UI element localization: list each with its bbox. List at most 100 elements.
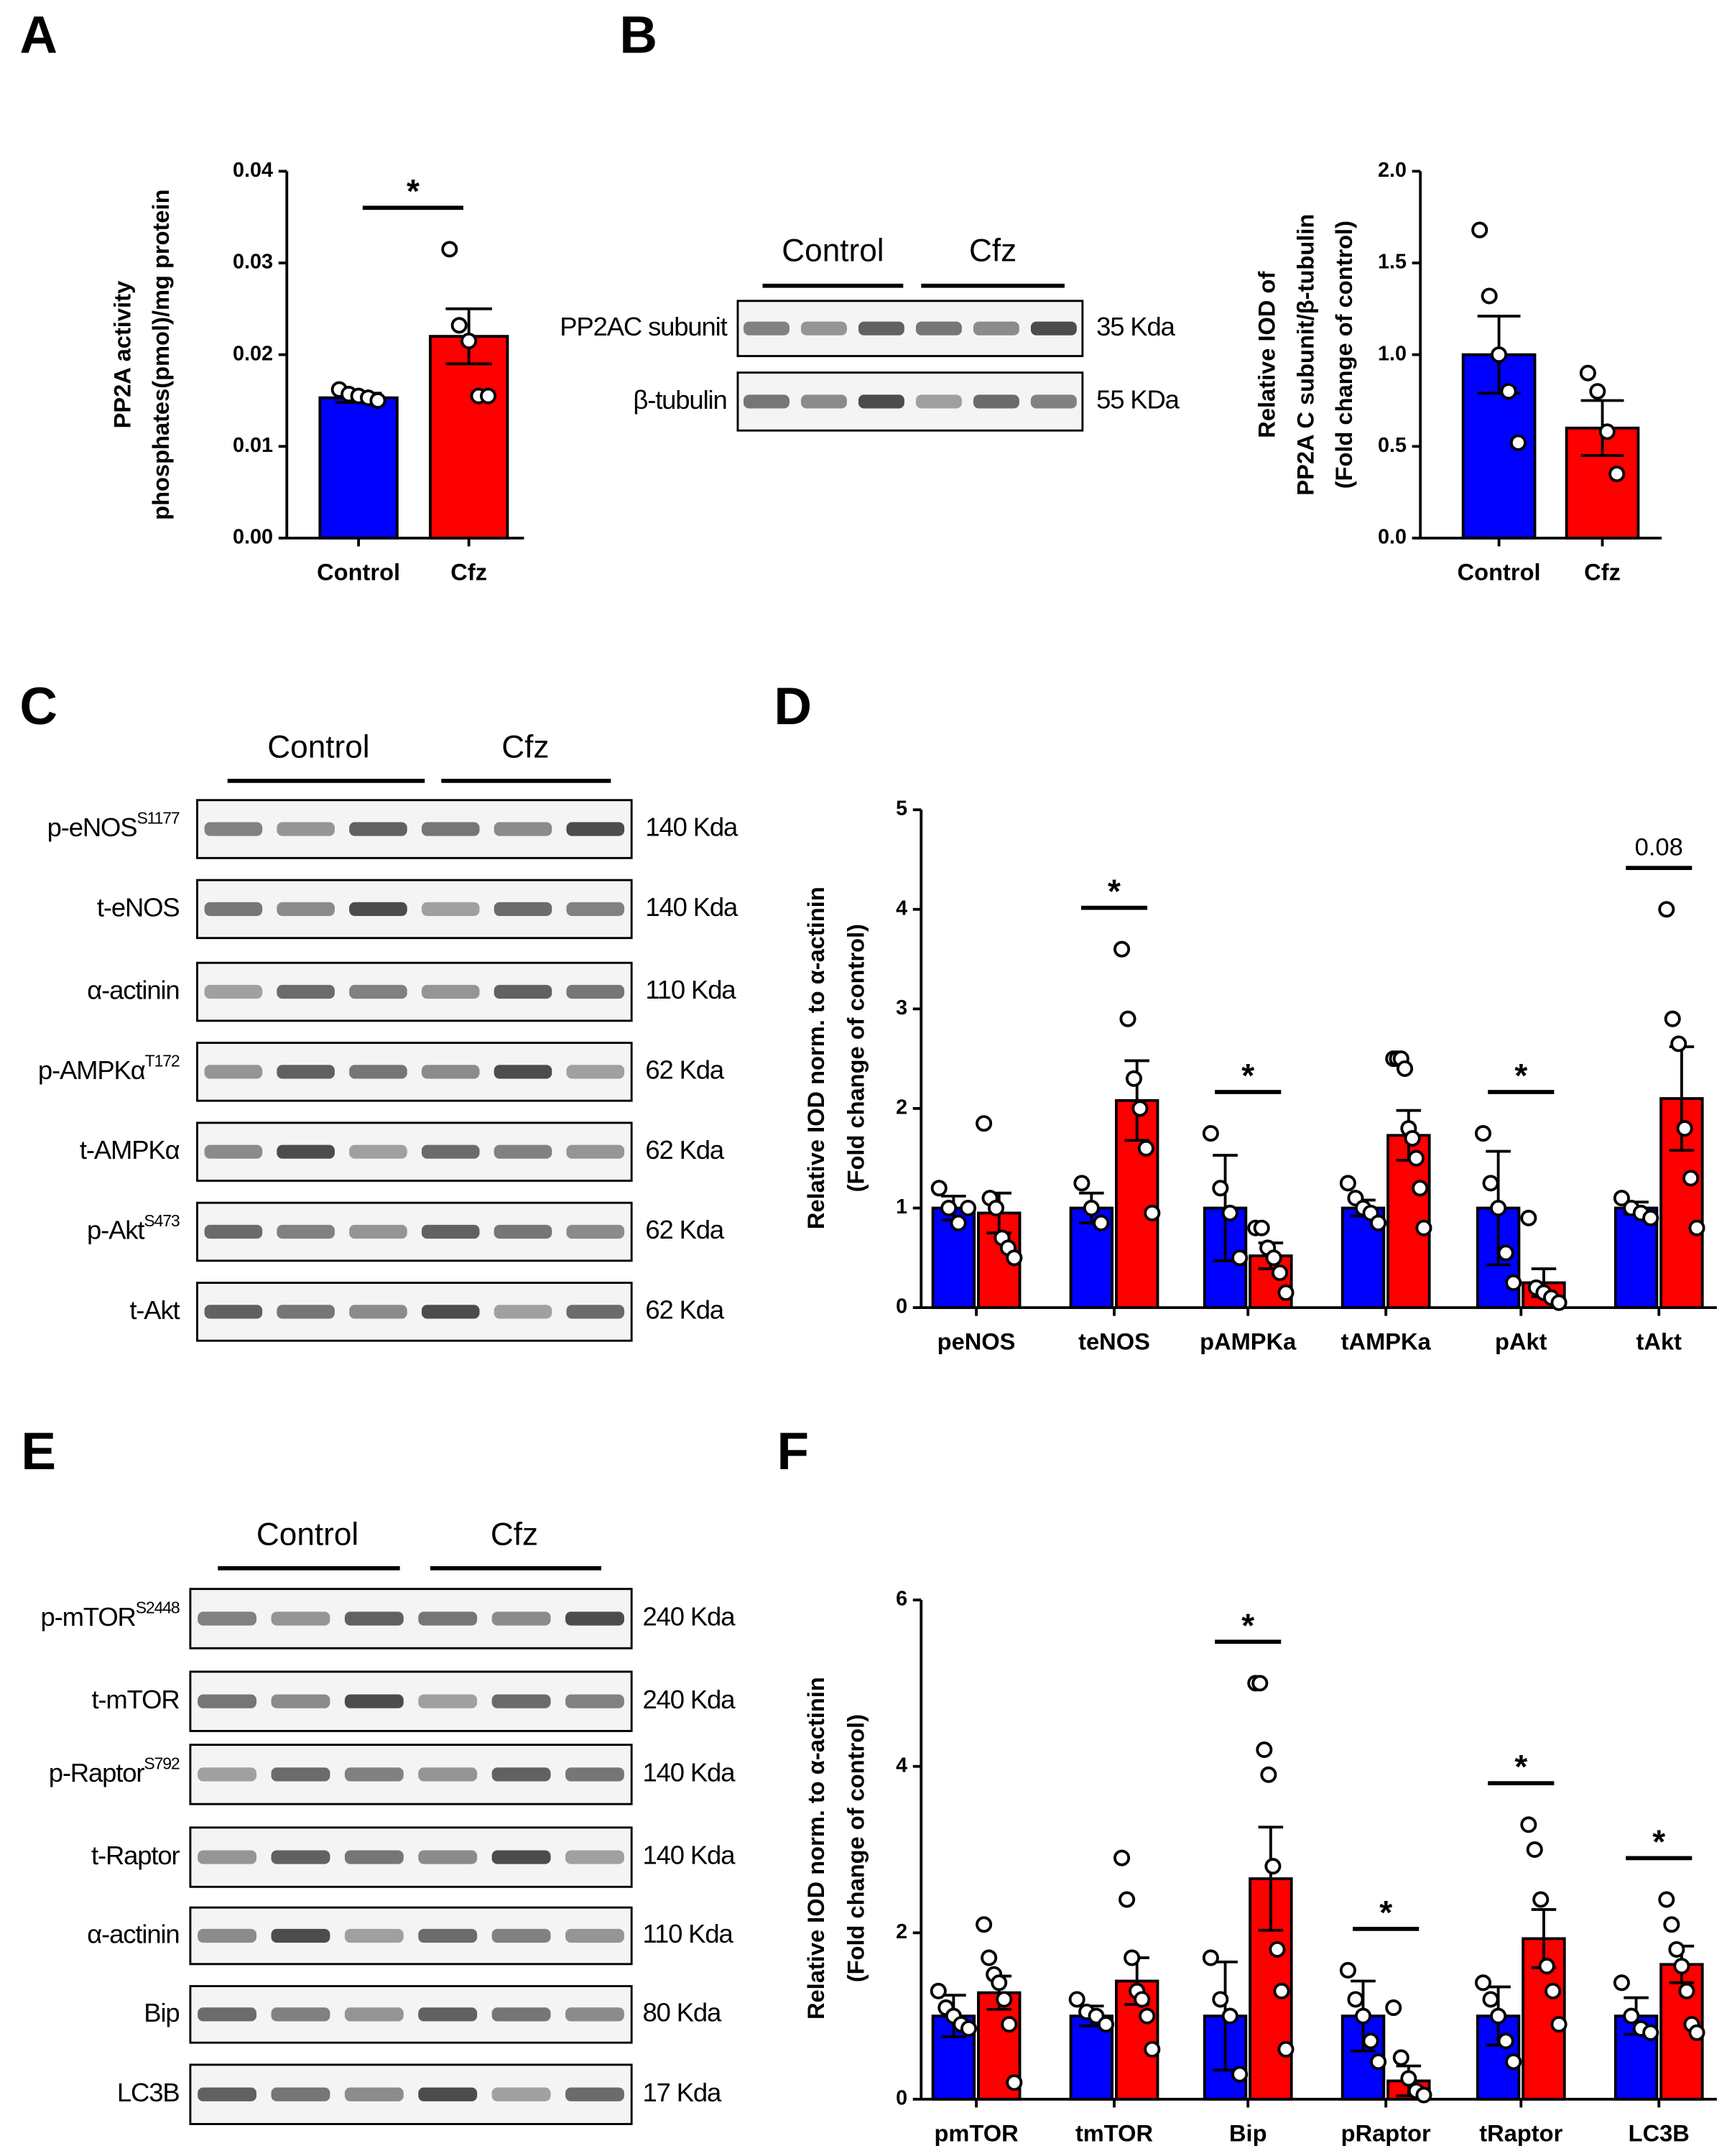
band — [858, 394, 904, 409]
group-label: Cfz — [491, 1517, 538, 1552]
x-tick-label: tAMPKa — [1341, 1328, 1432, 1355]
band — [418, 2087, 478, 2101]
y-tick-label: 0.00 — [233, 526, 273, 549]
y-tick-label: 0.01 — [233, 434, 273, 457]
row-label-main: α-actinin — [87, 975, 179, 1004]
data-point — [1589, 383, 1606, 400]
band — [204, 1144, 263, 1159]
data-point — [1144, 2040, 1161, 2058]
data-point — [940, 1199, 958, 1217]
data-point — [1253, 1219, 1270, 1236]
y-tick-label: 2 — [896, 1920, 907, 1943]
row-label: t-AMPKα — [80, 1135, 180, 1165]
data-point — [1385, 1999, 1402, 2017]
x-tick-label: tAkt — [1636, 1328, 1682, 1355]
row-label-main: p-mTOR — [41, 1602, 136, 1632]
band — [277, 1305, 335, 1319]
data-point — [950, 1214, 967, 1231]
band — [421, 1305, 480, 1319]
data-point — [441, 241, 458, 258]
data-point — [1260, 1766, 1277, 1783]
y-axis-label: (Fold change of control) — [843, 924, 869, 1192]
group-label: Cfz — [969, 233, 1016, 268]
data-point — [1221, 2007, 1238, 2025]
band — [565, 2007, 624, 2022]
x-tick-label: pAMPKa — [1200, 1328, 1297, 1355]
group-label: Cfz — [501, 729, 549, 764]
band — [494, 1305, 552, 1319]
data-point — [1006, 1249, 1023, 1267]
band — [743, 394, 789, 409]
data-point — [1272, 1264, 1289, 1282]
blot-frame — [196, 799, 633, 859]
group-label: Control — [267, 729, 369, 764]
row-label-main: t-AMPKα — [80, 1135, 180, 1165]
data-point — [996, 1991, 1013, 2008]
data-point — [1277, 2040, 1295, 2058]
panel-letter: A — [19, 6, 57, 64]
blot-frame — [189, 1588, 633, 1650]
data-point — [1137, 1139, 1154, 1157]
data-point — [1397, 1060, 1414, 1078]
size-label: 110 Kda — [645, 975, 736, 1004]
band — [491, 2087, 551, 2101]
band — [204, 1305, 263, 1319]
band — [344, 1767, 404, 1782]
size-label: 240 Kda — [643, 1685, 736, 1714]
data-point — [1006, 2074, 1023, 2091]
panel-letter: F — [777, 1422, 809, 1481]
band — [198, 1850, 257, 1864]
significance-label: * — [1241, 1606, 1254, 1644]
band — [204, 1065, 263, 1079]
data-point — [960, 2019, 978, 2037]
data-point — [1482, 1991, 1499, 2008]
band — [349, 984, 407, 999]
significance-label: * — [1514, 1057, 1527, 1094]
data-point — [1658, 901, 1675, 918]
data-point — [991, 1974, 1008, 1991]
row-label-main: PP2AC subunit — [560, 312, 727, 341]
size-label: 140 Kda — [645, 813, 738, 842]
band — [565, 1928, 624, 1943]
data-point — [1505, 2053, 1522, 2071]
y-axis-label: (Fold change of control) — [843, 1714, 869, 1982]
size-label: 17 Kda — [643, 2078, 723, 2107]
x-tick-label: Control — [1458, 559, 1541, 586]
y-tick-label: 6 — [896, 1588, 907, 1611]
y-tick-label: 1.0 — [1378, 342, 1407, 365]
data-point — [1339, 1175, 1356, 1192]
y-axis-label: Relative IOD norm. to α-actinin — [802, 1677, 829, 2019]
band — [491, 1694, 551, 1708]
data-point — [1474, 1125, 1492, 1142]
data-point — [1613, 1974, 1630, 1991]
row-label: t-Raptor — [91, 1841, 180, 1870]
data-point — [1664, 1010, 1681, 1027]
data-point — [1500, 383, 1517, 400]
band — [418, 1694, 478, 1708]
y-axis-label: PP2A activity — [108, 281, 135, 429]
row-label-sup: T172 — [145, 1052, 180, 1070]
band — [494, 1144, 552, 1159]
data-point — [1134, 1991, 1151, 2008]
significance-label: * — [1652, 1823, 1665, 1860]
data-point — [1415, 2086, 1432, 2104]
data-point — [1491, 346, 1508, 364]
x-tick-label: Bip — [1229, 2119, 1267, 2146]
band — [491, 1611, 551, 1626]
data-point — [1608, 466, 1626, 483]
data-point — [1415, 1219, 1432, 1236]
band — [491, 1928, 551, 1943]
band — [271, 2087, 330, 2101]
band — [271, 1694, 330, 1708]
significance-label: 0.08 — [1635, 833, 1683, 861]
band — [800, 321, 847, 336]
band — [198, 1767, 257, 1782]
data-point — [1538, 1958, 1555, 1975]
significance-label: * — [1514, 1748, 1527, 1785]
band — [271, 1850, 330, 1864]
band — [349, 902, 407, 916]
row-label: α-actinin — [87, 975, 179, 1004]
band — [565, 1850, 624, 1864]
data-point — [1407, 1149, 1425, 1167]
band — [421, 1224, 480, 1239]
